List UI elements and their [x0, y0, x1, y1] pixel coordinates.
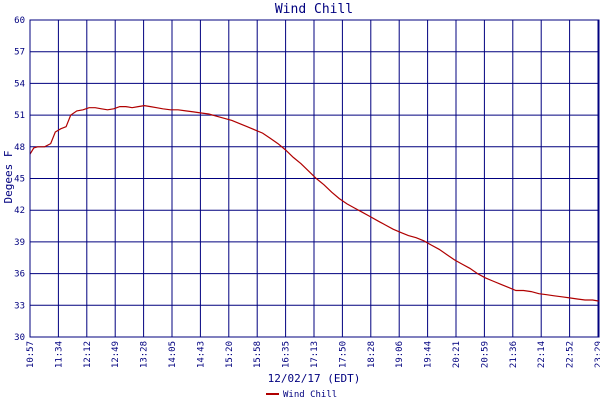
- x-tick-label: 20:21: [452, 341, 462, 368]
- y-tick-label: 57: [14, 48, 25, 58]
- x-tick-label: 16:35: [282, 341, 292, 368]
- x-tick-label: 23:29: [594, 341, 600, 368]
- series-layer: [29, 104, 600, 302]
- x-tick-label: 17:13: [310, 341, 320, 368]
- x-tick-label: 17:50: [338, 341, 348, 368]
- x-tick-label: 11:34: [54, 341, 64, 368]
- x-axis-label: 12/02/17 (EDT): [268, 372, 361, 385]
- y-tick-label: 39: [14, 238, 25, 248]
- x-tick-label: 13:28: [140, 341, 150, 368]
- legend-label-wind-chill: Wind Chill: [283, 390, 337, 400]
- series-line-wind-chill: [29, 104, 600, 302]
- x-tick-label: 12:12: [83, 341, 93, 368]
- x-tick-labels: 10:57 11:34 12:12 12:49 13:28 14:05 14:43 15:20…: [26, 341, 600, 368]
- y-axis-label: Degees F: [2, 151, 15, 204]
- y-tick-label: 42: [14, 206, 25, 216]
- x-tick-label: 18:28: [367, 341, 377, 368]
- chart-title: Wind Chill: [275, 2, 353, 17]
- x-tick-label: 22:14: [537, 341, 547, 368]
- x-tick-label: 10:57: [26, 341, 36, 368]
- legend: Wind Chill: [266, 390, 337, 400]
- x-tick-label: 19:44: [424, 341, 434, 368]
- y-tick-label: 54: [14, 79, 25, 89]
- x-tick-label: 20:59: [480, 341, 490, 368]
- x-tick-label: 15:20: [225, 341, 235, 368]
- y-tick-label: 36: [14, 270, 25, 280]
- y-tick-label: 48: [14, 143, 25, 153]
- y-tick-label: 60: [14, 16, 25, 26]
- x-tick-label: 14:05: [168, 341, 178, 368]
- y-tick-label: 45: [14, 175, 25, 185]
- x-tick-label: 12:49: [111, 341, 121, 368]
- y-tick-label: 30: [14, 333, 25, 343]
- x-tick-label: 19:06: [395, 341, 405, 368]
- x-tick-label: 21:36: [509, 341, 519, 368]
- y-tick-label: 51: [14, 111, 25, 121]
- y-tick-labels: 30 33 36 39 42 45 48 51 54 57 60: [14, 16, 25, 343]
- y-tick-label: 33: [14, 301, 25, 311]
- x-tick-label: 22:52: [566, 341, 576, 368]
- x-tick-label: 15:58: [253, 341, 263, 368]
- x-tick-label: 14:43: [196, 341, 206, 368]
- plot-frame: [29, 19, 600, 338]
